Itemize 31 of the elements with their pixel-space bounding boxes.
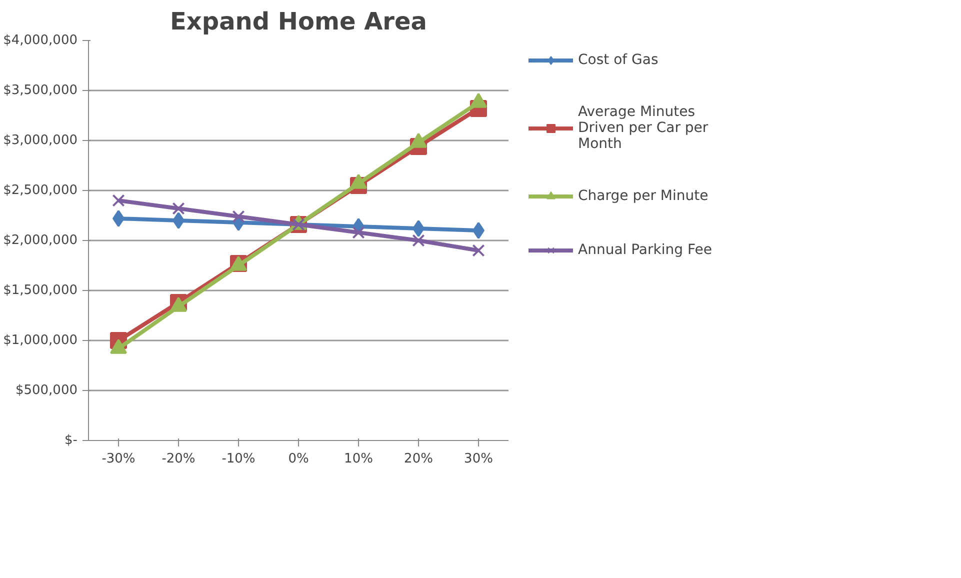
point	[112, 194, 125, 207]
x-tick-label: 20%	[404, 452, 433, 466]
y-tick-label: $1,500,000	[3, 283, 78, 298]
y-tick-label: $2,500,000	[3, 183, 78, 198]
legend-label: Average Minutes Driven per Car per Month	[578, 104, 708, 152]
point	[172, 212, 184, 229]
y-tick-label: $3,000,000	[3, 133, 78, 148]
point	[352, 226, 365, 239]
point	[412, 220, 424, 237]
y-tick-label: $2,000,000	[3, 233, 78, 248]
legend-label: Annual Parking Fee	[578, 242, 712, 258]
y-tick-label: $1,000,000	[3, 333, 78, 348]
x-tick-label: -20%	[162, 452, 196, 466]
x-tick-label: -30%	[102, 452, 136, 466]
y-tick-label: $3,500,000	[3, 83, 78, 98]
point	[472, 244, 485, 257]
point	[172, 202, 185, 215]
legend-label: Cost of Gas	[578, 52, 658, 68]
point	[112, 210, 124, 227]
x-tick-label: -10%	[222, 452, 256, 466]
y-tick-label: $4,000,000	[3, 33, 78, 48]
x-tick-label: 10%	[344, 452, 373, 466]
x-tick-label: 30%	[464, 452, 493, 466]
y-tick-label: $500,000	[15, 383, 78, 398]
chart-title: Expand Home Area	[170, 8, 427, 36]
y-tick-label: $-	[64, 433, 78, 448]
point	[412, 234, 425, 247]
x-tick-label: 0%	[288, 452, 309, 466]
point	[472, 222, 484, 239]
legend-label: Charge per Minute	[578, 188, 708, 204]
point	[232, 210, 245, 223]
